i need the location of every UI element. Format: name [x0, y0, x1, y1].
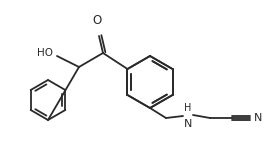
Text: O: O: [92, 14, 102, 27]
Text: H: H: [184, 103, 192, 113]
Text: HO: HO: [37, 48, 53, 58]
Text: N: N: [254, 113, 262, 123]
Text: N: N: [184, 119, 192, 129]
